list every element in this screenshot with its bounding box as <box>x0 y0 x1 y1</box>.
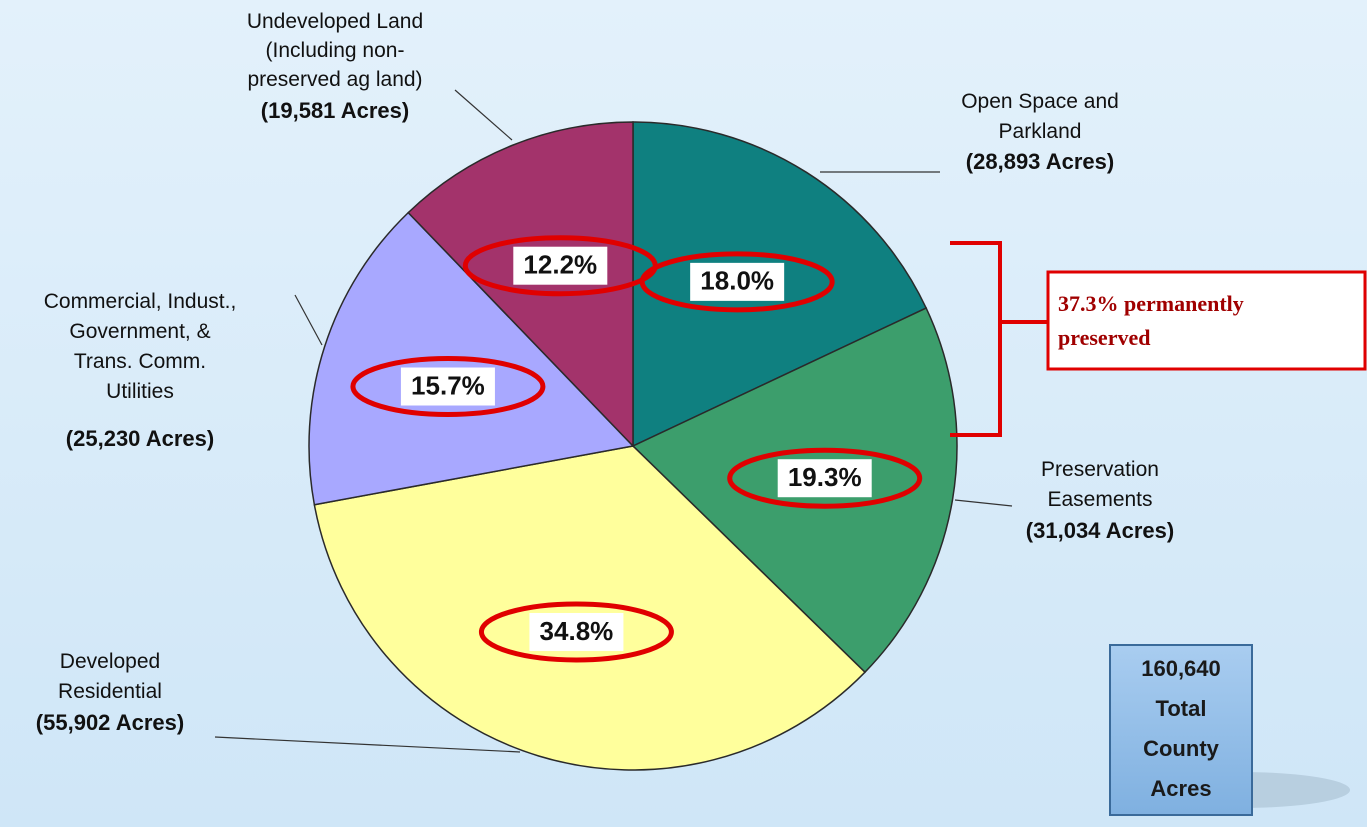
category-label: Commercial, Indust., Government, & Trans. … <box>44 290 237 403</box>
highlight-ellipse <box>727 447 923 509</box>
highlight-ellipse <box>350 356 546 418</box>
value-label: 12.2% <box>523 250 597 280</box>
acres-label: (25,230 Acres) <box>66 426 214 451</box>
leader-line <box>954 499 1013 507</box>
total-box <box>1109 644 1253 816</box>
total-text: 160,640 Total County Acres <box>1141 656 1221 801</box>
value-label-bg <box>529 612 624 651</box>
category-label: Developed Residential <box>58 650 162 703</box>
annotation-box <box>1046 270 1367 371</box>
bracket <box>950 241 1048 437</box>
value-label-bg <box>777 459 872 498</box>
acres-label: (31,034 Acres) <box>1026 518 1174 543</box>
category-label: Preservation Easements <box>1041 458 1159 511</box>
labels: 18.0% Open Space and Parkland (28,893 Acres… <box>36 10 1174 753</box>
annotation: 37.3% permanently preserved <box>1058 291 1244 350</box>
value-label-bg <box>400 367 495 406</box>
highlight-ellipse <box>478 601 674 663</box>
pie <box>308 121 958 771</box>
value-label: 15.7% <box>411 370 485 400</box>
leader-line <box>454 89 513 141</box>
leader-line <box>294 294 323 346</box>
highlight-ellipse <box>462 235 658 297</box>
value-label: 18.0% <box>700 266 774 296</box>
category-label: Undeveloped Land (Including non-preserved… <box>247 10 423 91</box>
acres-label: (19,581 Acres) <box>261 98 409 123</box>
category-label: Open Space and Parkland <box>961 90 1119 143</box>
leader-line <box>214 736 521 753</box>
value-label-bg <box>513 246 608 285</box>
value-label-bg <box>690 262 785 301</box>
acres-label: (55,902 Acres) <box>36 710 184 735</box>
value-label: 34.8% <box>540 616 614 646</box>
acres-label: (28,893 Acres) <box>966 149 1114 174</box>
value-label: 19.3% <box>788 462 862 492</box>
pie-slice <box>313 445 867 771</box>
